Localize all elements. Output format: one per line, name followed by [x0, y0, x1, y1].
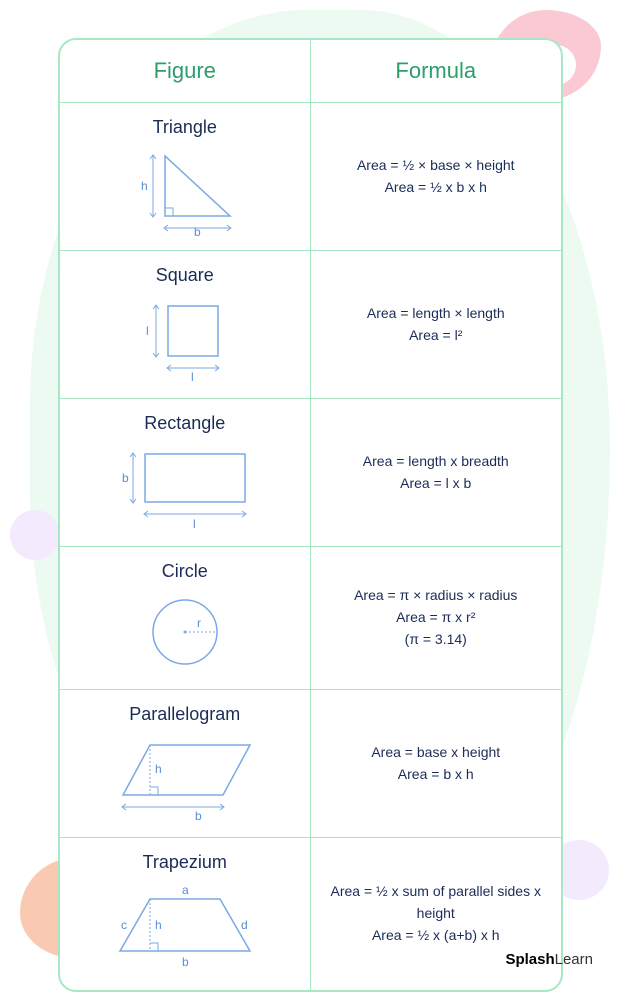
formula-cell-square: Area = length × length Area = l² — [311, 251, 562, 399]
triangle-shape: h b — [125, 146, 245, 236]
svg-text:h: h — [141, 179, 148, 193]
figure-name: Trapezium — [143, 852, 227, 873]
table-row: Circle r Area = π × radius × radius Area… — [60, 547, 561, 690]
formula-line: Area = length x breadth — [363, 451, 509, 473]
header-figure: Figure — [60, 40, 311, 103]
figure-cell-square: Square l l — [60, 251, 311, 399]
figure-name: Triangle — [153, 117, 217, 138]
table-header-row: Figure Formula — [60, 40, 561, 103]
formula-line: Area = base x height — [371, 742, 500, 764]
svg-text:b: b — [194, 225, 201, 236]
svg-text:c: c — [121, 918, 127, 932]
brand-logo: SplashLearn — [505, 951, 593, 968]
formula-line: Area = l² — [409, 325, 462, 347]
table-row: Rectangle b l Area = length x breadth Ar… — [60, 399, 561, 547]
circle-shape: r — [135, 590, 235, 675]
table-row: Triangle h b Area = ½ × base × height Ar… — [60, 103, 561, 251]
svg-text:l: l — [146, 324, 149, 338]
svg-text:d: d — [241, 918, 248, 932]
svg-text:b: b — [195, 809, 202, 823]
brand-light: Learn — [555, 951, 593, 968]
figure-cell-circle: Circle r — [60, 547, 311, 690]
rectangle-shape: b l — [110, 442, 260, 532]
formula-line: (π = 3.14) — [405, 629, 467, 651]
square-shape: l l — [130, 294, 240, 384]
table-row: Trapezium a b c d h Area = ½ x sum of pa… — [60, 838, 561, 990]
formula-line: Area = ½ x sum of parallel sides x heigh… — [321, 881, 552, 924]
formula-line: Area = ½ x (a+b) x h — [372, 925, 500, 947]
table-row: Parallelogram h b Area = base x height A… — [60, 690, 561, 838]
svg-text:r: r — [197, 616, 201, 630]
formula-line: Area = length × length — [367, 303, 505, 325]
bg-blob-purple-left — [10, 510, 60, 560]
formula-table: Figure Formula Triangle h b Area = ½ × b… — [58, 38, 563, 992]
svg-text:l: l — [193, 517, 196, 531]
svg-text:b: b — [122, 471, 129, 485]
figure-cell-triangle: Triangle h b — [60, 103, 311, 251]
figure-name: Rectangle — [144, 413, 225, 434]
header-formula: Formula — [311, 40, 562, 103]
svg-text:h: h — [155, 762, 162, 776]
table-row: Square l l Area = length × length Area =… — [60, 251, 561, 399]
svg-text:h: h — [155, 918, 162, 932]
figure-cell-parallelogram: Parallelogram h b — [60, 690, 311, 838]
figure-name: Parallelogram — [129, 704, 240, 725]
formula-cell-circle: Area = π × radius × radius Area = π x r²… — [311, 547, 562, 690]
formula-line: Area = ½ x b x h — [385, 177, 487, 199]
formula-line: Area = b x h — [398, 764, 474, 786]
parallelogram-shape: h b — [105, 733, 265, 823]
figure-cell-trapezium: Trapezium a b c d h — [60, 838, 311, 990]
formula-line: Area = l x b — [400, 473, 471, 495]
formula-line: Area = π x r² — [396, 607, 475, 629]
formula-cell-triangle: Area = ½ × base × height Area = ½ x b x … — [311, 103, 562, 251]
formula-line: Area = π × radius × radius — [354, 585, 517, 607]
trapezium-shape: a b c d h — [100, 881, 270, 976]
formula-cell-parallelogram: Area = base x height Area = b x h — [311, 690, 562, 838]
brand-bold: Splash — [505, 951, 554, 968]
figure-name: Circle — [162, 561, 208, 582]
svg-text:a: a — [182, 883, 189, 897]
formula-cell-rectangle: Area = length x breadth Area = l x b — [311, 399, 562, 547]
figure-cell-rectangle: Rectangle b l — [60, 399, 311, 547]
formula-line: Area = ½ × base × height — [357, 155, 515, 177]
svg-text:b: b — [182, 955, 189, 969]
svg-text:l: l — [191, 370, 194, 384]
figure-name: Square — [156, 265, 214, 286]
